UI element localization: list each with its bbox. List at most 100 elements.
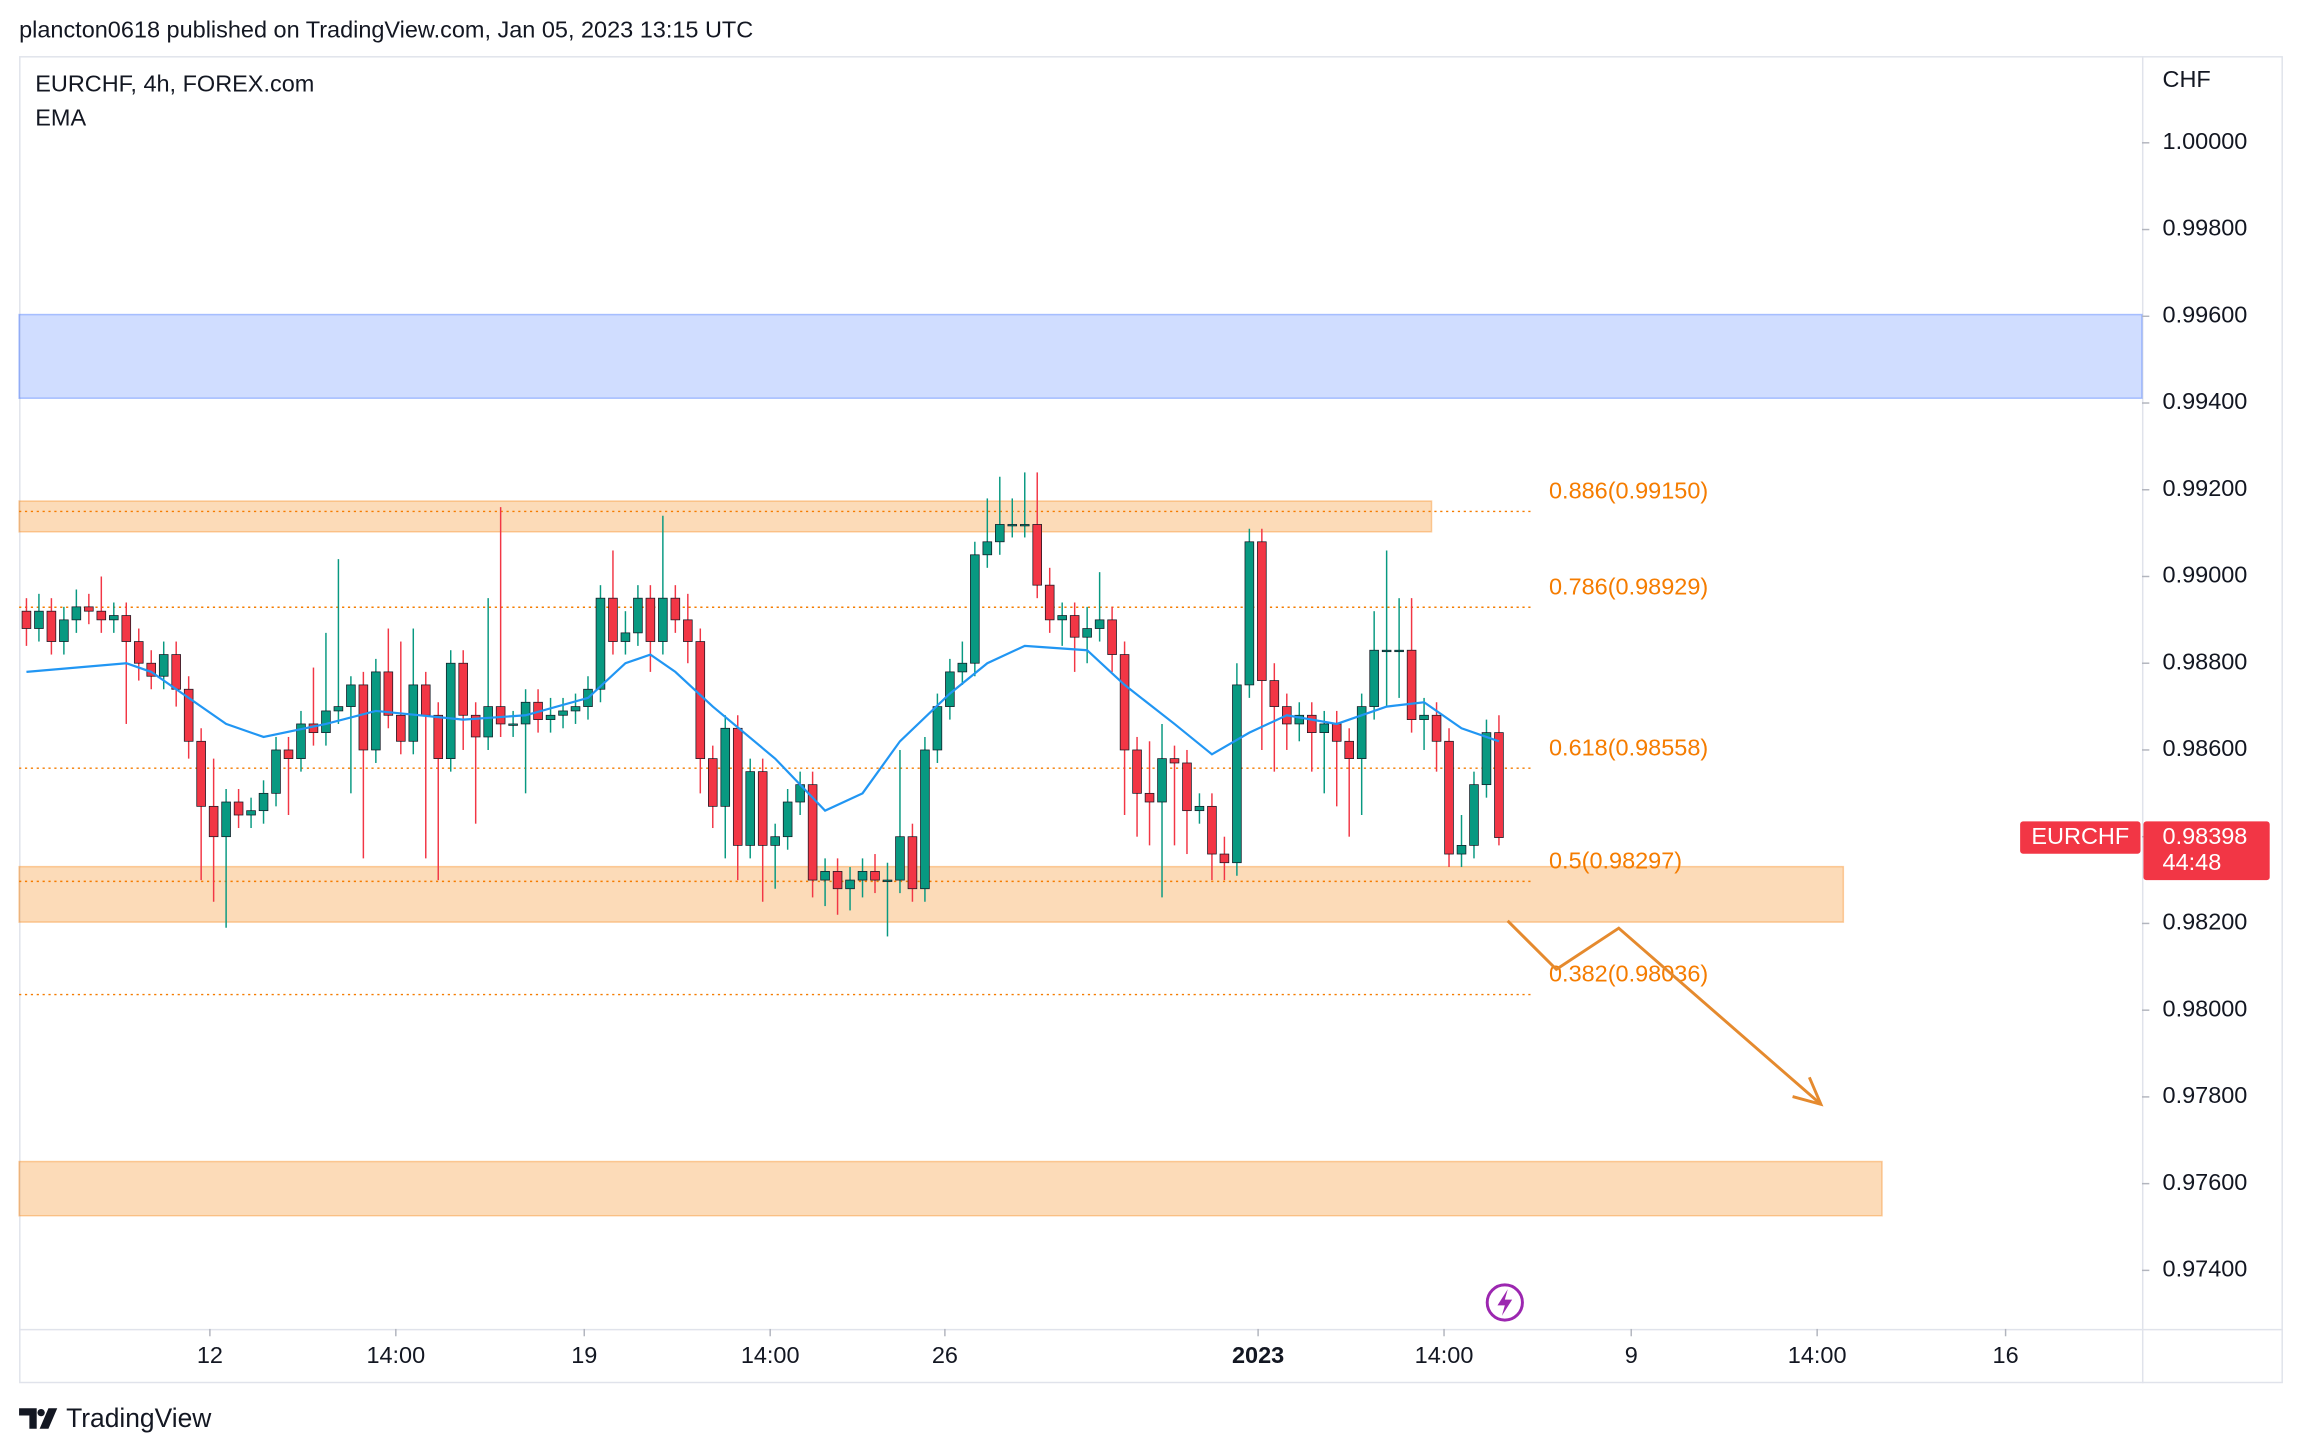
chart-title: EURCHF, 4h, FOREX.com bbox=[35, 71, 314, 97]
candle-body bbox=[1394, 649, 1404, 653]
candle-body bbox=[271, 749, 281, 794]
y-tick-label: 0.99600 bbox=[2163, 301, 2248, 327]
chart-frame bbox=[19, 56, 2283, 1384]
y-tick-label: 0.98600 bbox=[2163, 735, 2248, 761]
candle-body bbox=[1032, 524, 1043, 586]
ema-line bbox=[26, 644, 1500, 813]
candle-body bbox=[121, 615, 132, 642]
x-tick-label: 16 bbox=[1993, 1342, 2019, 1368]
candle-body bbox=[508, 723, 518, 726]
candle-body bbox=[1119, 654, 1130, 751]
candle-body bbox=[84, 606, 94, 612]
fib-label: 0.382(0.98036) bbox=[1549, 961, 1708, 987]
candle-body bbox=[545, 714, 556, 720]
candle-body bbox=[1257, 541, 1267, 681]
brand: TradingView bbox=[19, 1403, 212, 1433]
countdown-label: 44:48 bbox=[2163, 849, 2222, 875]
candle-body bbox=[770, 836, 780, 846]
candle-body bbox=[1469, 784, 1479, 846]
candle-body bbox=[1107, 619, 1117, 655]
candle-body bbox=[1356, 706, 1367, 760]
candle-body bbox=[995, 524, 1005, 543]
candle-body bbox=[1057, 615, 1067, 621]
symbol-tag-label: EURCHF bbox=[2031, 823, 2129, 849]
candle-body bbox=[321, 710, 331, 733]
candle-body bbox=[807, 784, 818, 881]
zones bbox=[18, 313, 2143, 1217]
candle-body bbox=[458, 662, 468, 716]
candle-body bbox=[1069, 615, 1080, 638]
candle-body bbox=[1481, 732, 1492, 786]
candle-body bbox=[633, 597, 643, 634]
candle-body bbox=[920, 749, 930, 890]
candle-body bbox=[470, 714, 481, 738]
candle-body bbox=[970, 554, 980, 664]
candle-body bbox=[333, 706, 344, 712]
candle-body bbox=[1019, 524, 1030, 527]
candle-body bbox=[982, 541, 993, 556]
x-tick-label: 9 bbox=[1625, 1342, 1638, 1368]
candle-body bbox=[1157, 758, 1167, 803]
candle-body bbox=[820, 871, 830, 881]
candle-body bbox=[695, 641, 706, 760]
candle-body bbox=[895, 836, 905, 881]
candle-body bbox=[857, 871, 868, 881]
candle-body bbox=[1194, 805, 1205, 812]
candle-body bbox=[34, 610, 44, 629]
candle-body bbox=[957, 662, 968, 673]
candle-body bbox=[1232, 684, 1242, 864]
y-tick-label: 0.99200 bbox=[2163, 475, 2248, 501]
candle-body bbox=[445, 662, 456, 760]
fib-label: 0.618(0.98558) bbox=[1549, 734, 1708, 760]
candle-body bbox=[1182, 762, 1192, 812]
symbol-tag bbox=[2020, 821, 2141, 854]
candle-body bbox=[183, 688, 194, 742]
zone bbox=[18, 865, 1845, 923]
candle-body bbox=[1369, 649, 1379, 707]
projection-path bbox=[1506, 919, 1822, 1106]
candle-body bbox=[620, 632, 631, 642]
y-tick-label: 0.98800 bbox=[2163, 648, 2248, 674]
price-tag-label: 0.98398 bbox=[2163, 823, 2248, 849]
y-tick-label: 0.97600 bbox=[2163, 1169, 2248, 1195]
candle-body bbox=[1444, 740, 1454, 855]
x-tick-label: 14:00 bbox=[366, 1342, 425, 1368]
zone bbox=[18, 1160, 1883, 1217]
candle-body bbox=[932, 706, 943, 751]
candle-body bbox=[1044, 584, 1055, 621]
candle-body bbox=[683, 619, 693, 642]
candle-body bbox=[1319, 723, 1330, 733]
candle-body bbox=[233, 801, 244, 816]
candle-body bbox=[870, 871, 880, 881]
y-tick-label: 0.99400 bbox=[2163, 388, 2248, 414]
x-tick-label: 12 bbox=[197, 1342, 223, 1368]
candle-body bbox=[1007, 524, 1018, 527]
candle-body bbox=[1132, 749, 1142, 794]
candle-body bbox=[1294, 714, 1305, 725]
candle-body bbox=[1094, 619, 1105, 629]
zone bbox=[18, 313, 2143, 399]
x-tick-label: 14:00 bbox=[741, 1342, 800, 1368]
lightning-icon[interactable] bbox=[1485, 1283, 1524, 1322]
candle-body bbox=[570, 706, 581, 712]
y-tick-label: 0.98200 bbox=[2163, 909, 2248, 935]
candle-body bbox=[670, 597, 681, 621]
projection-arrowhead bbox=[1792, 1076, 1824, 1107]
x-tick-label: 14:00 bbox=[1415, 1342, 1474, 1368]
candle-body bbox=[1219, 853, 1230, 864]
candle-body bbox=[882, 879, 893, 882]
candle-body bbox=[433, 714, 444, 760]
candle-body bbox=[1144, 792, 1155, 803]
candle-body bbox=[1456, 845, 1467, 855]
candle-body bbox=[283, 749, 294, 760]
candle-body bbox=[383, 671, 394, 716]
icon-circle bbox=[1485, 1283, 1524, 1322]
fib-label: 0.886(0.99150) bbox=[1549, 478, 1708, 504]
candle-body bbox=[1207, 805, 1217, 855]
candle-body bbox=[221, 801, 231, 838]
candle-body bbox=[21, 610, 32, 629]
candle-body bbox=[196, 740, 206, 807]
candle-body bbox=[1494, 732, 1504, 838]
